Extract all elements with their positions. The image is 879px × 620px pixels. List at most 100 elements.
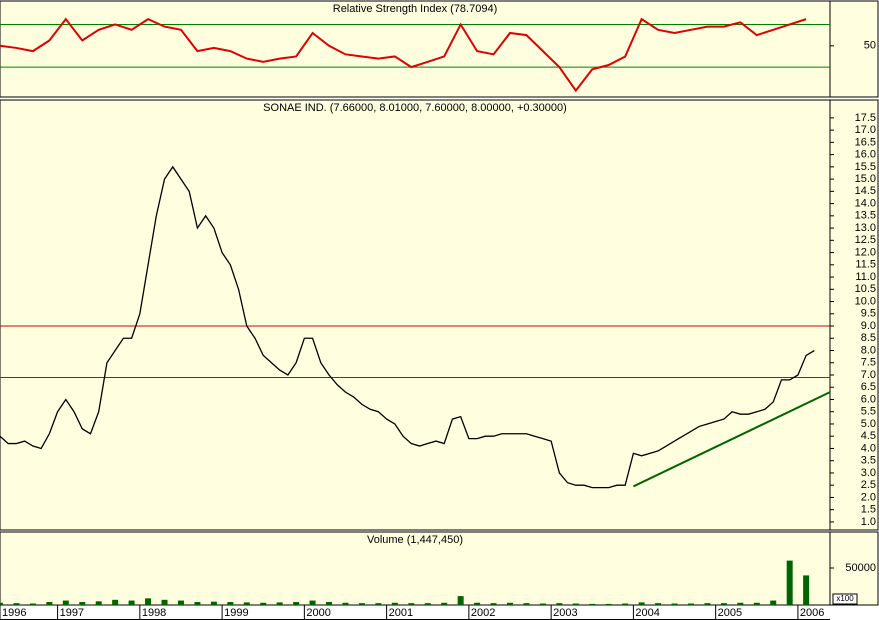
panel-title: Volume (1,447,450) — [367, 534, 463, 546]
volume-bar — [260, 602, 267, 605]
volume-bar — [720, 603, 727, 605]
y-tick-label: 11.0 — [855, 271, 876, 283]
volume-bar — [79, 602, 86, 605]
volume-bar — [95, 601, 102, 605]
volume-bar — [408, 603, 415, 605]
y-tick-label: 7.0 — [861, 369, 876, 381]
x-tick-label: 2003 — [553, 607, 577, 619]
y-tick-label: 8.0 — [861, 344, 876, 356]
x-tick-label: 2002 — [471, 607, 495, 619]
volume-bar — [655, 603, 662, 605]
volume-bar — [770, 600, 777, 605]
volume-bar — [309, 600, 316, 605]
y-tick-label: 9.5 — [861, 308, 876, 320]
volume-bar — [112, 599, 119, 605]
volume-bar — [145, 598, 152, 605]
volume-bar — [46, 602, 53, 605]
y-tick-label: 15.0 — [855, 173, 876, 185]
y-tick-label: 6.5 — [861, 381, 876, 393]
x-tick-label: 1999 — [224, 607, 248, 619]
y-tick-label: 1.0 — [861, 516, 876, 528]
volume-bar — [276, 602, 283, 605]
volume-bar — [326, 602, 333, 605]
y-tick-label: 2.0 — [861, 491, 876, 503]
volume-bar — [210, 601, 217, 605]
volume-bar — [539, 603, 546, 605]
volume-bar — [177, 600, 184, 605]
y-tick-label: 10.5 — [855, 283, 876, 295]
volume-bar — [671, 603, 678, 605]
volume-bar — [507, 602, 514, 605]
y-tick-label: 16.0 — [855, 149, 876, 161]
volume-bar — [490, 603, 497, 605]
volume-bar — [62, 600, 69, 605]
y-tick-label: 17.0 — [855, 124, 876, 136]
y-tick-label: 13.5 — [855, 210, 876, 222]
y-tick-label: 16.5 — [855, 136, 876, 148]
y-tick-label: 3.5 — [861, 455, 876, 467]
panel-background — [0, 0, 831, 98]
x-tick-label: 2006 — [800, 607, 824, 619]
volume-bar — [605, 603, 612, 605]
volume-bar — [474, 602, 481, 605]
y-tick-label: 5.5 — [861, 406, 876, 418]
volume-bar — [737, 602, 744, 605]
y-tick-label: 5.0 — [861, 418, 876, 430]
volume-bar — [786, 560, 793, 605]
y-tick-label: 2.5 — [861, 479, 876, 491]
volume-bar — [589, 603, 596, 605]
volume-bar — [424, 603, 431, 605]
y-tick-label: 7.5 — [861, 357, 876, 369]
x-tick-label: 2004 — [635, 607, 659, 619]
y-tick-label: 3.0 — [861, 467, 876, 479]
y-tick-label: 13.0 — [855, 222, 876, 234]
volume-bar — [704, 603, 711, 605]
y-tick-label: 9.0 — [861, 320, 876, 332]
volume-bar — [293, 602, 300, 605]
panel-title: Relative Strength Index (78.7094) — [333, 3, 498, 15]
volume-bar — [441, 602, 448, 605]
volume-bar — [128, 600, 135, 605]
y-tick-label: 50 — [864, 40, 876, 52]
trend-line — [632, 391, 831, 488]
unit-label: x100 — [836, 594, 854, 603]
volume-bar — [638, 602, 645, 605]
volume-bar — [29, 603, 36, 605]
volume-bar — [622, 603, 629, 605]
y-tick-label: 1.5 — [861, 504, 876, 516]
y-tick-label: 12.5 — [855, 234, 876, 246]
volume-bar — [161, 599, 168, 605]
volume-bar — [687, 603, 694, 605]
panel-title: SONAE IND. (7.66000, 8.01000, 7.60000, 8… — [263, 102, 567, 114]
volume-bar — [753, 602, 760, 605]
series-line — [0, 17, 807, 93]
axis-background — [829, 531, 879, 606]
axis-background — [829, 0, 879, 98]
volume-bar — [391, 602, 398, 605]
y-tick-label: 15.5 — [855, 161, 876, 173]
volume-bar — [523, 603, 530, 605]
x-tick-label: 2001 — [389, 607, 413, 619]
volume-bar — [358, 603, 365, 605]
y-tick-label: 17.5 — [855, 112, 876, 124]
volume-bar — [342, 602, 349, 605]
volume-bar — [556, 603, 563, 605]
volume-bar — [0, 602, 3, 605]
y-tick-label: 4.5 — [861, 430, 876, 442]
x-tick-label: 1997 — [60, 607, 84, 619]
y-tick-label: 14.5 — [855, 185, 876, 197]
volume-bar — [803, 575, 810, 605]
y-tick-label: 8.5 — [861, 332, 876, 344]
panel-background — [0, 531, 831, 606]
x-tick-label: 1998 — [142, 607, 166, 619]
volume-bar — [375, 603, 382, 605]
panel-background — [0, 99, 831, 531]
unit-box — [832, 593, 858, 605]
x-tick-label: 2005 — [718, 607, 742, 619]
x-tick-label: 2000 — [306, 607, 330, 619]
volume-bar — [13, 603, 20, 605]
volume-bar — [572, 603, 579, 605]
y-tick-label: 12.0 — [855, 246, 876, 258]
y-tick-label: 6.0 — [861, 393, 876, 405]
